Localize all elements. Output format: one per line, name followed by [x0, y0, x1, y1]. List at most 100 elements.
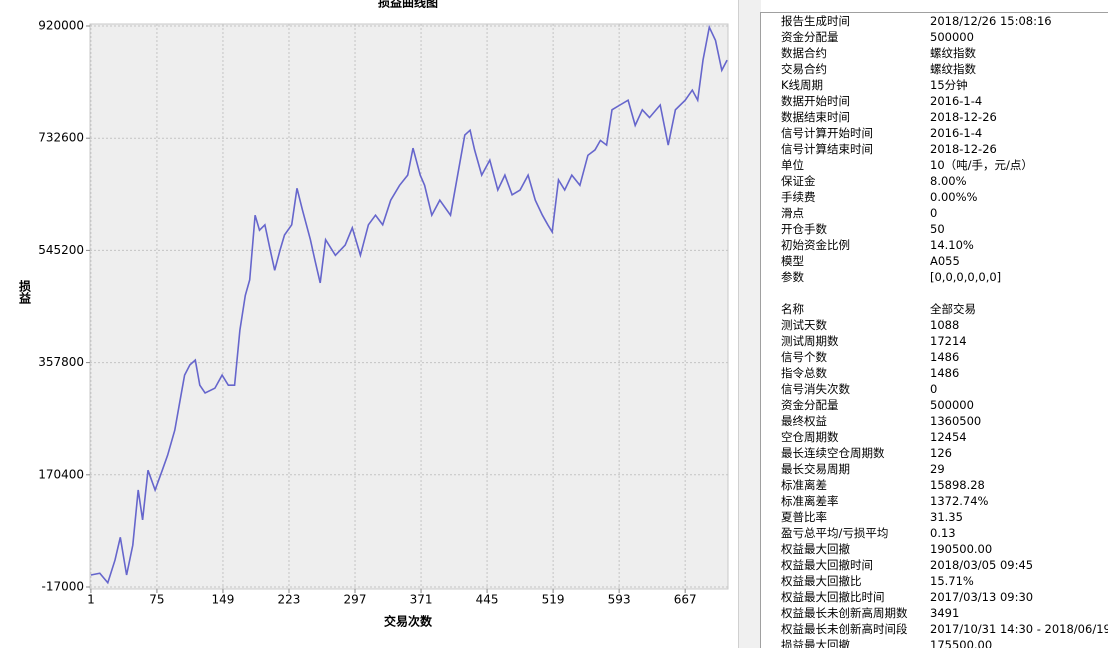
field-name: 权益最长未创新高周期数: [781, 606, 908, 620]
y-tick-label: -17000: [41, 580, 84, 594]
field-value: 2018-12-26: [930, 110, 997, 124]
x-tick-label: 297: [344, 593, 367, 607]
field-name: 权益最大回撤时间: [781, 558, 873, 572]
field-name: 单位: [781, 158, 804, 172]
field-value: 2016-1-4: [930, 126, 983, 140]
field-name: 夏普比率: [781, 510, 827, 524]
field-name: 盈亏总平均/亏损平均: [781, 526, 889, 540]
y-axis-label: 损益: [18, 279, 32, 305]
field-value: 500000: [930, 30, 974, 44]
field-value: 3491: [930, 606, 960, 620]
field-value: 2018/12/26 15:08:16: [930, 14, 1052, 28]
field-value: 0.13: [930, 526, 956, 540]
y-tick-label: 357800: [38, 355, 84, 369]
field-value: 15.71%: [930, 574, 974, 588]
field-name: 权益最大回撤比: [781, 574, 862, 588]
field-value: 2018-12-26: [930, 142, 997, 156]
x-tick-label: 667: [674, 593, 697, 607]
field-name: 信号计算结束时间: [781, 142, 873, 156]
field-value: 1486: [930, 350, 960, 364]
field-value: 8.00%: [930, 174, 967, 188]
field-value: 1360500: [930, 414, 982, 428]
field-name: 数据开始时间: [781, 94, 850, 108]
field-value: 1088: [930, 318, 960, 332]
field-value: 31.35: [930, 510, 963, 524]
field-name: 开仓手数: [781, 222, 827, 236]
field-name: 标准离差率: [781, 494, 839, 508]
field-name: 参数: [781, 270, 804, 284]
splitter[interactable]: [738, 0, 761, 648]
x-tick-label: 593: [608, 593, 631, 607]
field-name: 保证金: [781, 174, 816, 188]
field-value: 15分钟: [930, 78, 968, 92]
chart-title: 损益曲线图: [378, 0, 438, 10]
chart: 损益曲线图 损益 交易次数 -17000 170400 357800 545200 73…: [18, 0, 729, 629]
x-tick-label: 149: [212, 593, 235, 607]
field-value: 15898.28: [930, 478, 985, 492]
field-name: 权益最大回撤比时间: [781, 590, 885, 604]
field-name: 指令总数: [781, 366, 827, 380]
field-name: 最长交易周期: [781, 462, 850, 476]
field-name: 信号个数: [781, 350, 827, 364]
plot-area: [89, 23, 729, 590]
field-value: 1372.74%: [930, 494, 989, 508]
field-name: 手续费: [781, 190, 816, 204]
field-name: 滑点: [781, 206, 804, 220]
y-tick-label: 920000: [38, 19, 84, 33]
field-name: 名称: [781, 302, 804, 316]
field-name: 权益最大回撤: [781, 542, 850, 556]
x-tick-label: 1: [87, 593, 95, 607]
field-name: 损益最大回撤: [781, 638, 850, 648]
x-tick-label: 371: [410, 593, 433, 607]
field-value: 14.10%: [930, 238, 974, 252]
field-value: 2018/03/05 09:45: [930, 558, 1034, 572]
field-value: 126: [930, 446, 952, 460]
field-value: 0.00%%: [930, 190, 978, 204]
field-value: 2017/10/31 14:30 - 2018/06/19: [930, 622, 1108, 636]
field-value: 190500.00: [930, 542, 993, 556]
x-tick-label: 519: [542, 593, 565, 607]
field-value: 0: [930, 382, 938, 396]
field-value: 175500.00: [930, 638, 993, 648]
field-name: 交易合约: [781, 62, 827, 76]
field-name: 信号计算开始时间: [781, 126, 873, 140]
field-name: 资金分配量: [781, 30, 839, 44]
y-tick-label: 170400: [38, 467, 84, 481]
field-name: 初始资金比例: [781, 238, 850, 252]
field-value: 17214: [930, 334, 967, 348]
field-name: 空仓周期数: [781, 430, 839, 444]
field-name: 最终权益: [781, 414, 827, 428]
field-value: 全部交易: [930, 302, 976, 316]
x-tick-label: 445: [476, 593, 499, 607]
field-name: 权益最长未创新高时间段: [781, 622, 908, 636]
field-value: 螺纹指数: [930, 46, 976, 60]
field-name: 报告生成时间: [781, 14, 850, 28]
field-name: 信号消失次数: [781, 382, 850, 396]
x-axis-label: 交易次数: [384, 614, 433, 629]
field-value: 50: [930, 222, 945, 236]
field-value: 0: [930, 206, 938, 220]
field-value: 2017/03/13 09:30: [930, 590, 1034, 604]
field-name: 数据合约: [781, 46, 827, 60]
field-value: A055: [930, 254, 960, 268]
field-name: 最长连续空仓周期数: [781, 446, 885, 460]
field-name: 数据结束时间: [781, 110, 850, 124]
field-value: [0,0,0,0,0,0]: [930, 270, 1002, 284]
field-name: 模型: [781, 254, 804, 268]
x-tick-label: 223: [278, 593, 301, 607]
field-name: 标准离差: [781, 478, 827, 492]
field-name: 测试天数: [781, 318, 827, 332]
field-value: 29: [930, 462, 945, 476]
profit-line: [90, 24, 728, 585]
field-value: 螺纹指数: [930, 62, 976, 76]
field-value: 500000: [930, 398, 974, 412]
report-panel: 报告生成时间 2018/12/26 15:08:16 资金分配量 500000 数据合约…: [760, 12, 1108, 648]
field-value: 1486: [930, 366, 960, 380]
field-value: 12454: [930, 430, 967, 444]
field-value: 10（吨/手，元/点）: [930, 158, 1033, 172]
field-value: 2016-1-4: [930, 94, 983, 108]
x-tick-label: 75: [149, 593, 164, 607]
y-tick-label: 545200: [38, 243, 84, 257]
y-tick-label: 732600: [38, 131, 84, 145]
